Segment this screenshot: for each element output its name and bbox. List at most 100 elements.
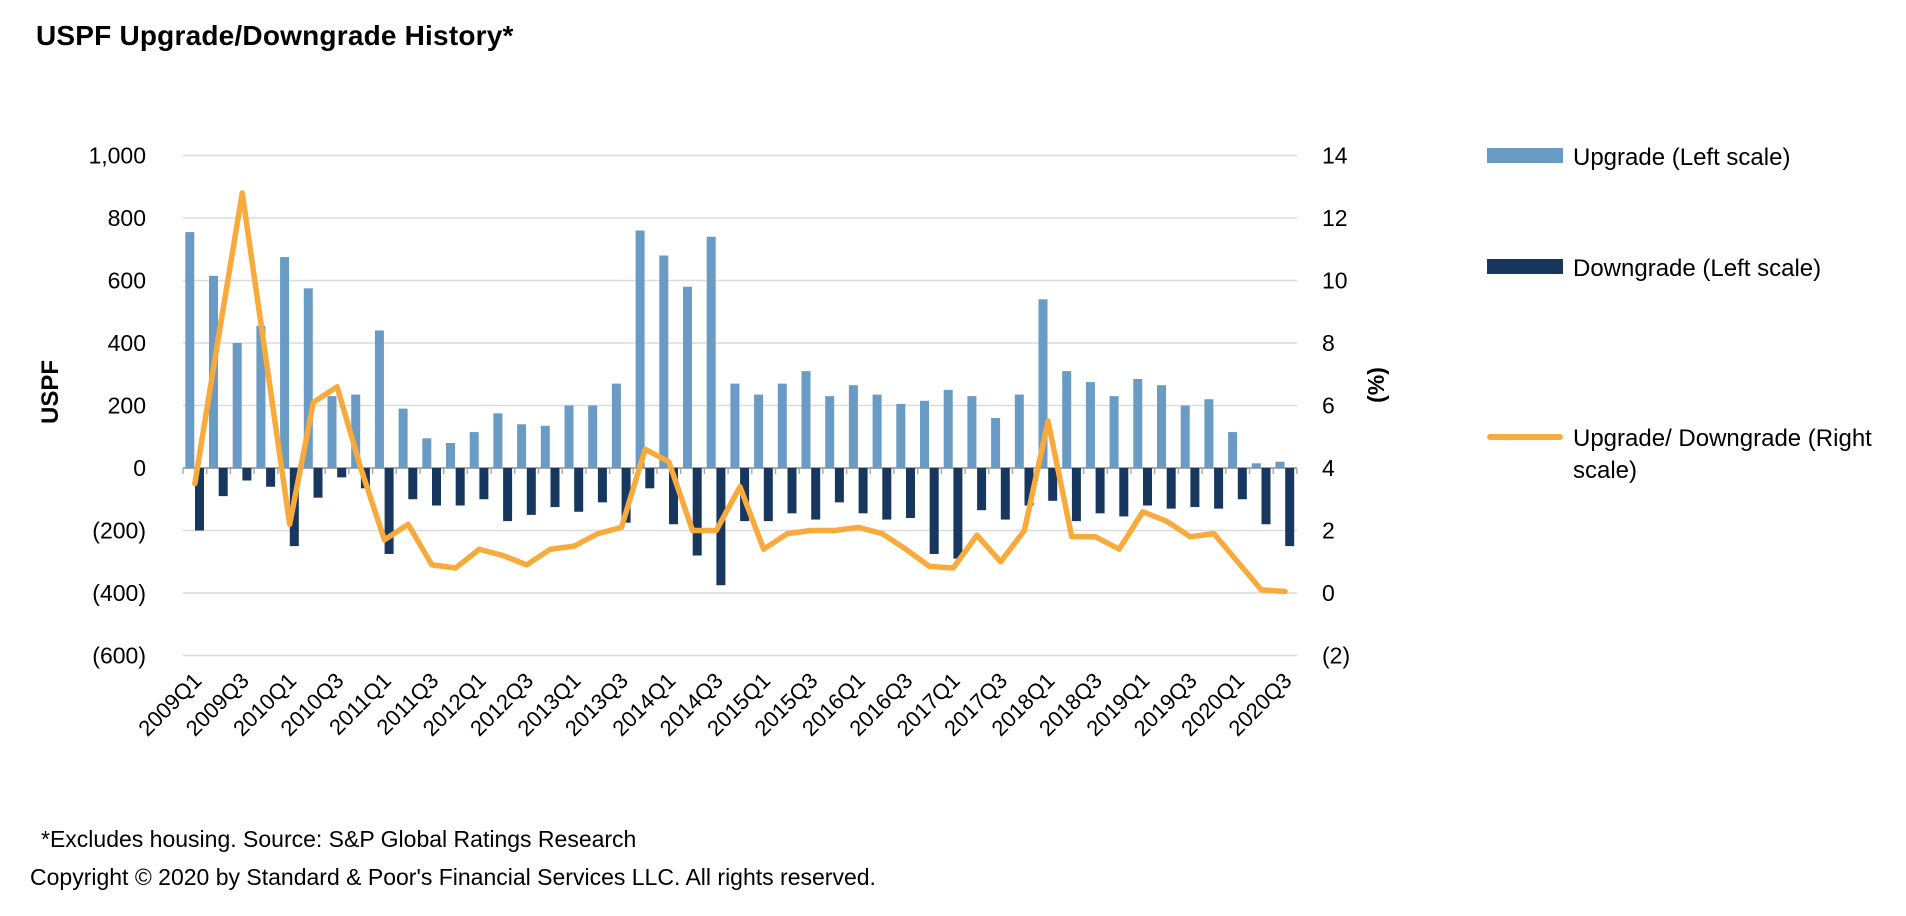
bar-downgrade — [906, 468, 915, 518]
y-tick-label-left: 600 — [108, 268, 146, 294]
bar-upgrade — [256, 325, 266, 468]
y-tick-label-left: 800 — [108, 205, 146, 231]
y-tick-label-right: 12 — [1322, 205, 1348, 231]
upgrade-swatch-icon — [1487, 148, 1563, 163]
chart-plot-area: 1,000 800 600 400 200 0 (200) (400) (600) 14 12 10 8… — [37, 143, 1389, 741]
y-tick-label-left: 400 — [108, 330, 146, 356]
bar-upgrade — [469, 432, 479, 468]
bar-upgrade — [920, 400, 929, 468]
legend-label-downgrade: Downgrade (Left scale) — [1573, 254, 1822, 282]
bar-downgrade — [266, 468, 276, 487]
bar-downgrade — [1237, 468, 1247, 500]
y-tick-label-left: 200 — [108, 393, 146, 419]
bar-downgrade — [432, 468, 441, 506]
legend-item-ratio: Upgrade/ Downgrade (Right scale) — [1487, 423, 1887, 486]
bar-upgrade — [611, 383, 621, 468]
bar-upgrade — [943, 389, 953, 468]
downgrade-swatch-icon — [1487, 258, 1563, 274]
bar-upgrade — [967, 396, 977, 468]
source-footnote: *Excludes housing. Source: S&P Global Ra… — [41, 826, 637, 852]
bar-upgrade — [446, 443, 455, 468]
bar-downgrade — [1048, 468, 1058, 501]
bar-upgrade — [730, 383, 740, 468]
bar-upgrade — [801, 371, 811, 468]
bar-downgrade — [242, 468, 252, 481]
bar-upgrade — [1133, 378, 1143, 468]
bar-downgrade — [1095, 468, 1105, 514]
bar-downgrade — [1261, 468, 1271, 525]
bar-downgrade — [834, 468, 844, 503]
bar-upgrade — [991, 418, 1001, 468]
bar-downgrade — [574, 468, 584, 512]
bar-upgrade — [896, 403, 906, 468]
bar-upgrade — [351, 394, 361, 468]
bar-upgrade — [588, 405, 598, 468]
copyright-footnote: Copyright © 2020 by Standard & Poor's Fi… — [30, 864, 876, 890]
bar-downgrade — [763, 468, 773, 522]
bar-upgrade — [635, 230, 645, 468]
ratio-line — [192, 190, 1288, 595]
bar-downgrade — [479, 468, 489, 500]
right-axis-title: (%) — [1363, 367, 1389, 403]
bar-upgrade — [280, 257, 290, 468]
bar-downgrade — [787, 468, 797, 514]
bar-upgrade — [1109, 396, 1119, 468]
bar-downgrade — [218, 468, 228, 497]
bar-upgrade — [327, 396, 337, 468]
bar-downgrade — [811, 468, 821, 520]
bar-upgrade — [398, 408, 408, 468]
y-tick-label-right: 4 — [1322, 455, 1335, 481]
y-tick-label-right: 14 — [1322, 143, 1348, 169]
bar-downgrade — [195, 468, 204, 531]
bar-upgrade — [1157, 385, 1166, 468]
bar-downgrade — [337, 468, 347, 478]
y-tick-label-left: 1,000 — [88, 143, 146, 169]
bar-upgrade — [1228, 432, 1238, 468]
legend-label-ratio: Upgrade/ Downgrade (Right scale) — [1573, 425, 1872, 485]
bar-upgrade — [1180, 405, 1190, 468]
bar-downgrade — [621, 468, 631, 523]
chart-legend: Upgrade (Left scale) Downgrade (Left sca… — [1487, 142, 1887, 487]
bar-downgrade — [503, 468, 513, 522]
bar-downgrade — [1285, 468, 1295, 547]
bar-upgrade — [754, 394, 764, 468]
bar-upgrade — [872, 394, 882, 468]
legend-label-upgrade: Upgrade (Left scale) — [1573, 144, 1791, 171]
bar-downgrade — [550, 468, 560, 508]
y-tick-label-right: 10 — [1322, 268, 1348, 294]
y-tick-label-left: 0 — [133, 455, 146, 481]
bar-upgrade — [185, 232, 195, 468]
bar-upgrade — [1204, 399, 1214, 468]
bar-downgrade — [929, 468, 939, 554]
y-tick-label-right: 2 — [1322, 518, 1335, 544]
bar-downgrade — [526, 468, 536, 515]
y-tick-label-right: 6 — [1322, 393, 1335, 419]
bar-upgrade — [1085, 382, 1095, 468]
bar-downgrade — [645, 468, 655, 489]
bar-downgrade — [384, 468, 394, 554]
bar-upgrade — [517, 424, 527, 468]
y-tick-label-right: 8 — [1322, 330, 1335, 356]
legend-item-downgrade: Downgrade (Left scale) — [1487, 253, 1887, 285]
bar-downgrade — [953, 468, 963, 559]
legend-item-upgrade: Upgrade (Left scale) — [1487, 142, 1887, 174]
bar-downgrade — [313, 468, 323, 498]
ratio-line-swatch-icon — [1487, 434, 1563, 441]
bar-downgrade — [977, 468, 987, 511]
bar-upgrade — [1038, 299, 1048, 468]
bar-upgrade — [777, 383, 787, 468]
bar-upgrade — [659, 255, 669, 468]
y-tick-label-left: (600) — [92, 643, 146, 669]
bar-upgrade — [374, 330, 384, 468]
bar-upgrade — [1251, 463, 1261, 468]
bar-downgrade — [1119, 468, 1129, 517]
bar-downgrade — [669, 468, 678, 525]
y-tick-label-left: (200) — [92, 518, 146, 544]
bar-upgrade — [303, 288, 313, 468]
bar-upgrade — [848, 385, 858, 468]
bar-downgrade — [1166, 468, 1176, 509]
bar-downgrade — [1214, 468, 1224, 509]
bar-upgrade — [1275, 461, 1285, 468]
bar-downgrade — [1143, 468, 1152, 506]
